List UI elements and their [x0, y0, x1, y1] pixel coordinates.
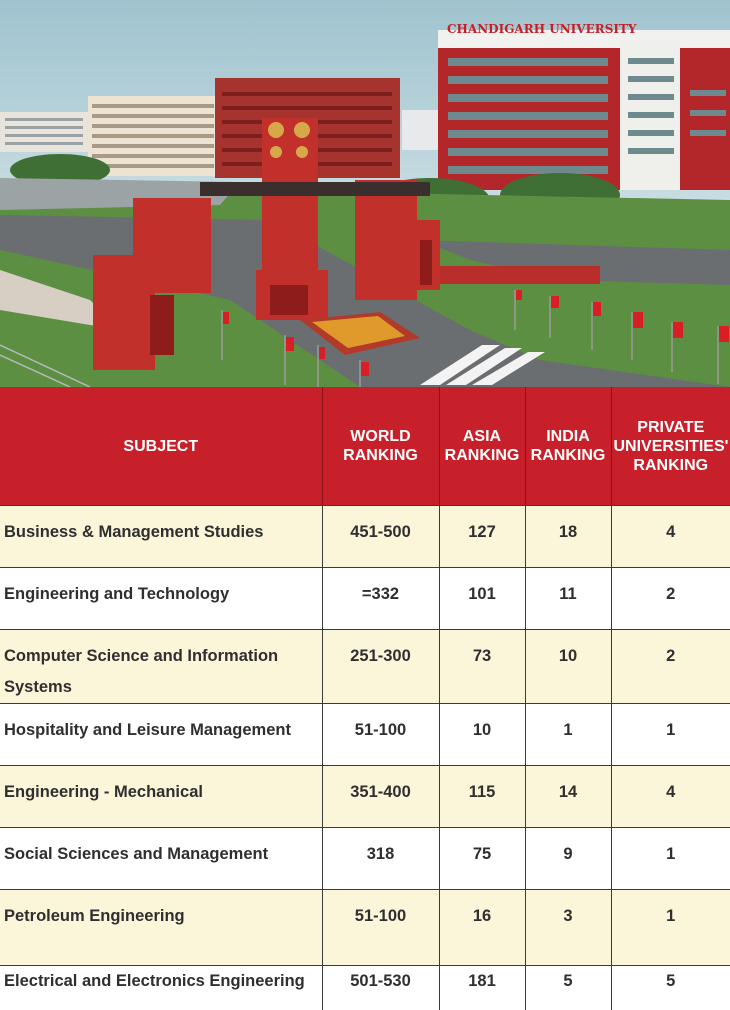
india-ranking-cell: 18	[525, 505, 612, 568]
asia-ranking-cell: 16	[439, 889, 526, 966]
subject-cell: Engineering - Mechanical	[0, 765, 323, 828]
asia-ranking-cell: 73	[439, 629, 526, 704]
asia-ranking-cell: 10	[439, 703, 526, 766]
subject-cell: Business & Management Studies	[0, 505, 323, 568]
world-ranking-cell: 318	[322, 827, 440, 890]
campus-photo: CHANDIGARH UNIVERSITY	[0, 0, 730, 387]
table-row: Petroleum Engineering 51-100 16 3 1	[0, 889, 730, 966]
india-ranking-cell: 10	[525, 629, 612, 704]
india-ranking-cell: 1	[525, 703, 612, 766]
subject-cell: Social Sciences and Management	[0, 827, 323, 890]
university-sign: CHANDIGARH UNIVERSITY	[447, 22, 637, 36]
private-ranking-cell: 4	[611, 765, 730, 828]
table-row: Hospitality and Leisure Management 51-10…	[0, 703, 730, 766]
private-ranking-cell: 1	[611, 889, 730, 966]
header-asia-ranking: ASIA RANKING	[439, 387, 526, 506]
header-subject: SUBJECT	[0, 387, 323, 506]
world-ranking-cell: 51-100	[322, 703, 440, 766]
asia-ranking-cell: 101	[439, 567, 526, 630]
header-private-ranking: PRIVATE UNIVERSITIES' RANKING	[611, 387, 730, 506]
world-ranking-cell: 451-500	[322, 505, 440, 568]
private-ranking-cell: 1	[611, 827, 730, 890]
india-ranking-cell: 5	[525, 965, 612, 1010]
subject-cell: Engineering and Technology	[0, 567, 323, 630]
private-ranking-cell: 2	[611, 629, 730, 704]
india-ranking-cell: 14	[525, 765, 612, 828]
asia-ranking-cell: 127	[439, 505, 526, 568]
world-ranking-cell: 351-400	[322, 765, 440, 828]
rankings-table: SUBJECT WORLD RANKING ASIA RANKING INDIA…	[0, 387, 730, 1010]
india-ranking-cell: 9	[525, 827, 612, 890]
table-row: Electrical and Electronics Engineering 5…	[0, 965, 730, 1010]
table-row: Business & Management Studies 451-500 12…	[0, 505, 730, 568]
asia-ranking-cell: 75	[439, 827, 526, 890]
subject-cell: Hospitality and Leisure Management	[0, 703, 323, 766]
private-ranking-cell: 5	[611, 965, 730, 1010]
world-ranking-cell: 51-100	[322, 889, 440, 966]
table-header-row: SUBJECT WORLD RANKING ASIA RANKING INDIA…	[0, 387, 730, 506]
subject-cell: Electrical and Electronics Engineering	[0, 965, 323, 1010]
subject-cell: Computer Science and Information Systems	[0, 629, 323, 704]
table-row: Engineering and Technology =332 101 11 2	[0, 567, 730, 630]
header-india-ranking: INDIA RANKING	[525, 387, 612, 506]
table-row: Social Sciences and Management 318 75 9 …	[0, 827, 730, 890]
table-row: Computer Science and Information Systems…	[0, 629, 730, 704]
india-ranking-cell: 3	[525, 889, 612, 966]
asia-ranking-cell: 181	[439, 965, 526, 1010]
header-world-ranking: WORLD RANKING	[322, 387, 440, 506]
private-ranking-cell: 2	[611, 567, 730, 630]
private-ranking-cell: 4	[611, 505, 730, 568]
world-ranking-cell: 501-530	[322, 965, 440, 1010]
asia-ranking-cell: 115	[439, 765, 526, 828]
table-row: Engineering - Mechanical 351-400 115 14 …	[0, 765, 730, 828]
subject-cell: Petroleum Engineering	[0, 889, 323, 966]
world-ranking-cell: =332	[322, 567, 440, 630]
world-ranking-cell: 251-300	[322, 629, 440, 704]
india-ranking-cell: 11	[525, 567, 612, 630]
private-ranking-cell: 1	[611, 703, 730, 766]
